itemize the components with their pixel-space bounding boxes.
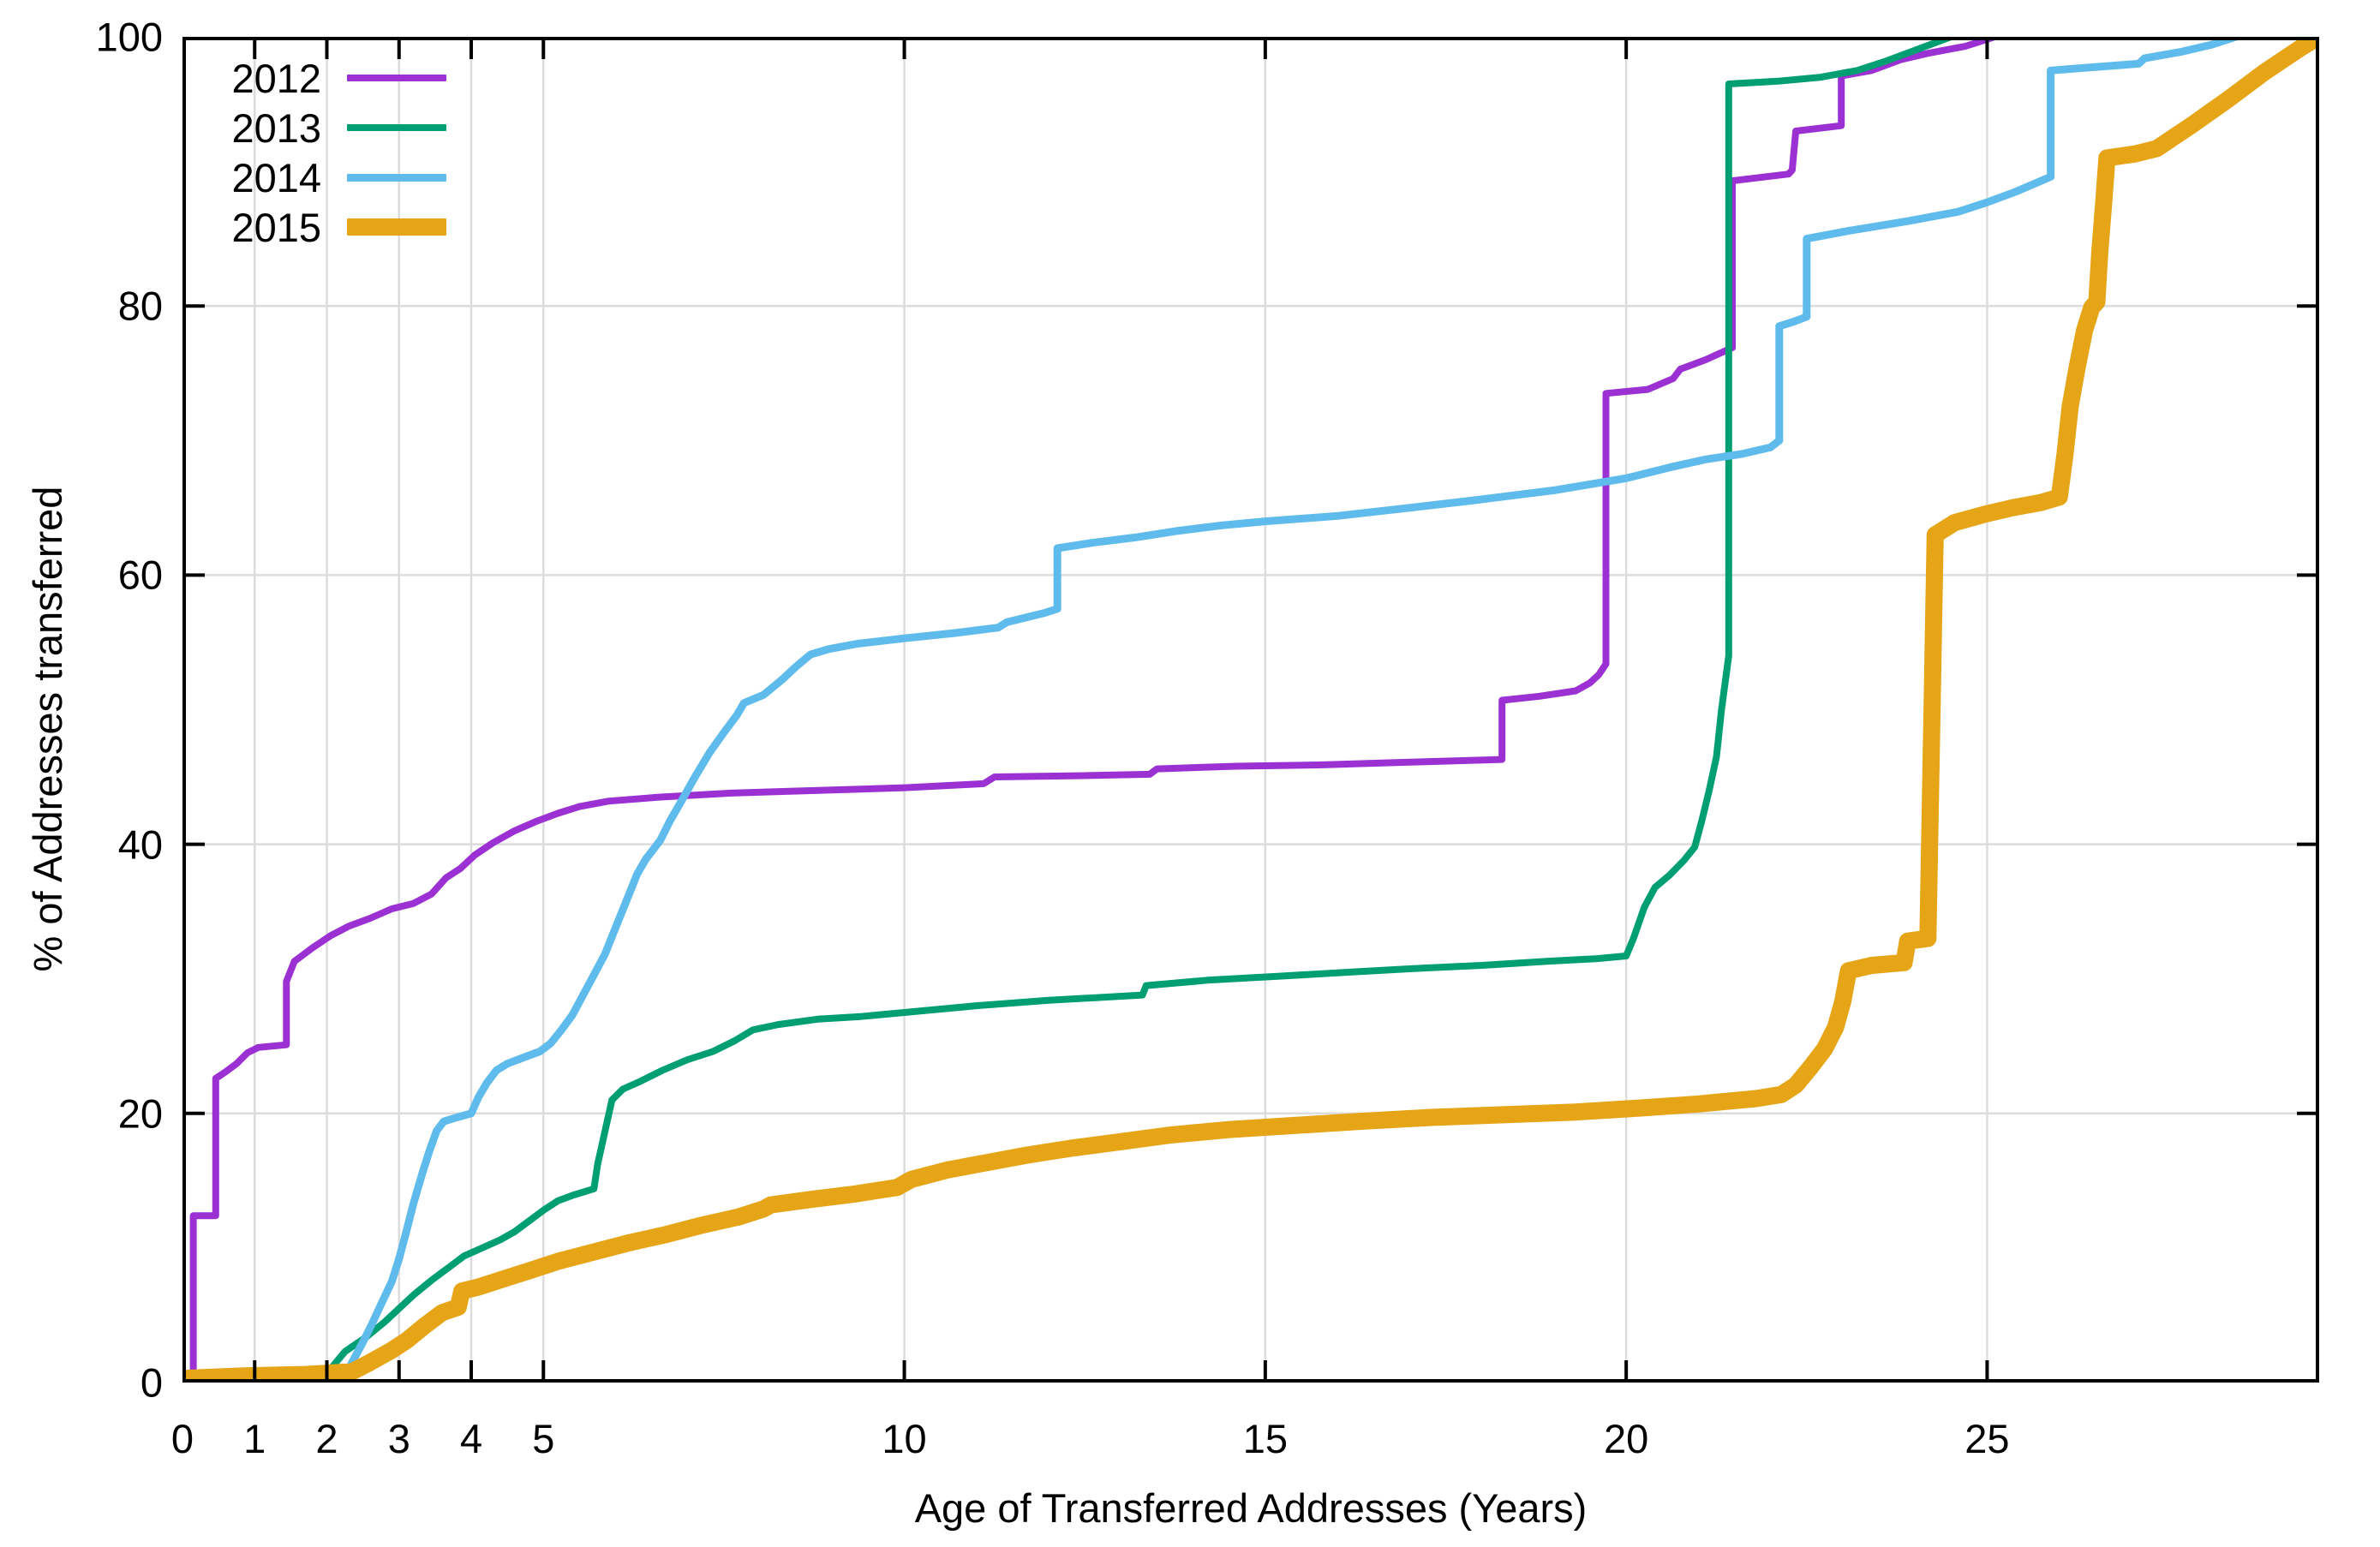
y-tick-label-60: 60 <box>117 552 163 598</box>
x-tick-label-4: 4 <box>459 1416 483 1461</box>
x-tick-label-15: 15 <box>1242 1416 1288 1461</box>
legend-swatch-2013 <box>347 124 446 131</box>
x-tick-label-10: 10 <box>882 1416 927 1461</box>
legend-item-2014: 2014 <box>212 152 446 202</box>
legend-label-2012: 2012 <box>231 55 321 101</box>
x-tick-label-0: 0 <box>170 1416 194 1461</box>
legend-label-2013: 2013 <box>231 105 321 151</box>
legend-item-2015: 2015 <box>212 202 446 252</box>
legend-swatch-2015 <box>347 218 446 236</box>
x-tick-label-5: 5 <box>532 1416 555 1461</box>
x-tick-label-25: 25 <box>1964 1416 2010 1461</box>
plot-area <box>182 37 2319 1383</box>
y-tick-label-20: 20 <box>117 1090 163 1137</box>
series-line-2012 <box>182 37 2029 1383</box>
x-axis-title: Age of Transferred Addresses (Years) <box>914 1485 1588 1531</box>
legend: 2012 2013 2014 2015 <box>212 53 446 252</box>
x-tick-label-1: 1 <box>243 1416 266 1461</box>
legend-item-2013: 2013 <box>212 103 446 152</box>
legend-swatch-2012 <box>347 75 446 81</box>
series-line-2015 <box>182 37 2319 1383</box>
plot-border <box>182 37 2319 1383</box>
series-line-2014 <box>182 37 2238 1383</box>
legend-item-2012: 2012 <box>212 53 446 103</box>
x-tick-label-2: 2 <box>315 1416 338 1461</box>
y-tick-label-80: 80 <box>117 283 163 329</box>
y-tick-label-0: 0 <box>140 1359 163 1406</box>
series-line-2013 <box>182 37 1970 1383</box>
legend-label-2015: 2015 <box>231 204 321 250</box>
x-tick-label-20: 20 <box>1603 1416 1649 1461</box>
y-tick-label-40: 40 <box>117 821 163 868</box>
y-tick-label-100: 100 <box>95 14 163 60</box>
x-tick-label-3: 3 <box>387 1416 410 1461</box>
y-axis-title: % of Addresses transferred <box>25 486 70 972</box>
legend-label-2014: 2014 <box>231 154 321 200</box>
legend-swatch-2014 <box>347 173 446 182</box>
